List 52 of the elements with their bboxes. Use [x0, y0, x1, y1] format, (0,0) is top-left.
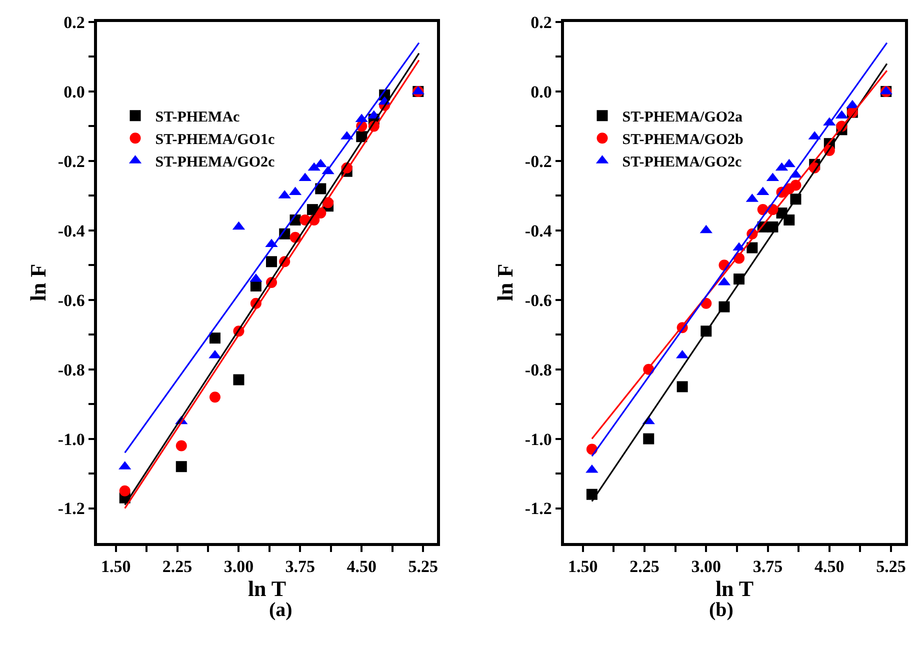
point	[676, 381, 688, 392]
point	[643, 433, 654, 444]
x-tick-label: 5.25	[876, 557, 906, 576]
text: (a)	[269, 599, 292, 621]
x-tick-label: 3.75	[285, 557, 316, 576]
x-tick-label: 4.50	[814, 557, 844, 576]
y-tick-label: 0.0	[64, 82, 85, 102]
legend-label: ST-PHEMA/GO1c	[155, 132, 276, 148]
point	[315, 183, 326, 194]
point	[119, 485, 130, 496]
x-tick-label: 5.25	[408, 557, 438, 576]
x-axis-title: ln T	[715, 576, 754, 602]
legend-label: ST-PHEMAc	[155, 110, 240, 126]
point	[746, 242, 758, 254]
legend-label: ST-PHEMA/GO2b	[622, 132, 744, 148]
x-tick-label: 4.50	[346, 557, 377, 576]
y-tick-label: 0.0	[530, 82, 552, 102]
y-tick-label: -0.6	[58, 290, 85, 310]
point	[233, 374, 244, 386]
y-tick-label: -0.8	[58, 360, 85, 380]
y-tick-label: -0.4	[58, 221, 86, 240]
legend-label: ST-PHEMA/GO2c	[155, 154, 276, 170]
x-tick-label: 1.50	[100, 557, 131, 576]
x-tick-label: 3.00	[224, 557, 254, 576]
y-tick-label: -1.0	[524, 430, 552, 449]
point	[784, 214, 795, 226]
x-axis-title: ln T	[248, 576, 286, 602]
y-axis-title: ln F	[26, 264, 51, 302]
point	[176, 461, 187, 472]
y-tick-label: -0.2	[524, 152, 552, 171]
y-tick-label: -0.4	[524, 221, 552, 240]
x-tick-label: 1.50	[568, 557, 598, 576]
x-tick-label: 2.25	[162, 557, 192, 576]
y-tick-label: 0.2	[64, 12, 85, 32]
y-axis-title: ln F	[492, 264, 518, 302]
point	[266, 256, 278, 268]
y-tick-label: -0.6	[524, 290, 552, 310]
legend-label: ST-PHEMA/GO2c	[622, 154, 742, 170]
legend-label: ST-PHEMA/GO2a	[622, 110, 744, 126]
y-tick-label: -1.0	[58, 430, 85, 449]
y-tick-label: -1.2	[524, 499, 552, 518]
text: (b)	[709, 599, 734, 621]
y-tick-label: -1.2	[58, 499, 85, 518]
point	[209, 392, 220, 403]
x-tick-label: 2.25	[630, 557, 660, 576]
y-tick-label: -0.2	[58, 152, 85, 171]
y-tick-label: 0.2	[530, 12, 552, 32]
x-tick-label: 3.75	[752, 557, 783, 576]
y-tick-label: -0.8	[524, 360, 552, 380]
point	[176, 440, 187, 452]
point	[209, 332, 220, 344]
x-tick-label: 3.00	[691, 557, 722, 576]
